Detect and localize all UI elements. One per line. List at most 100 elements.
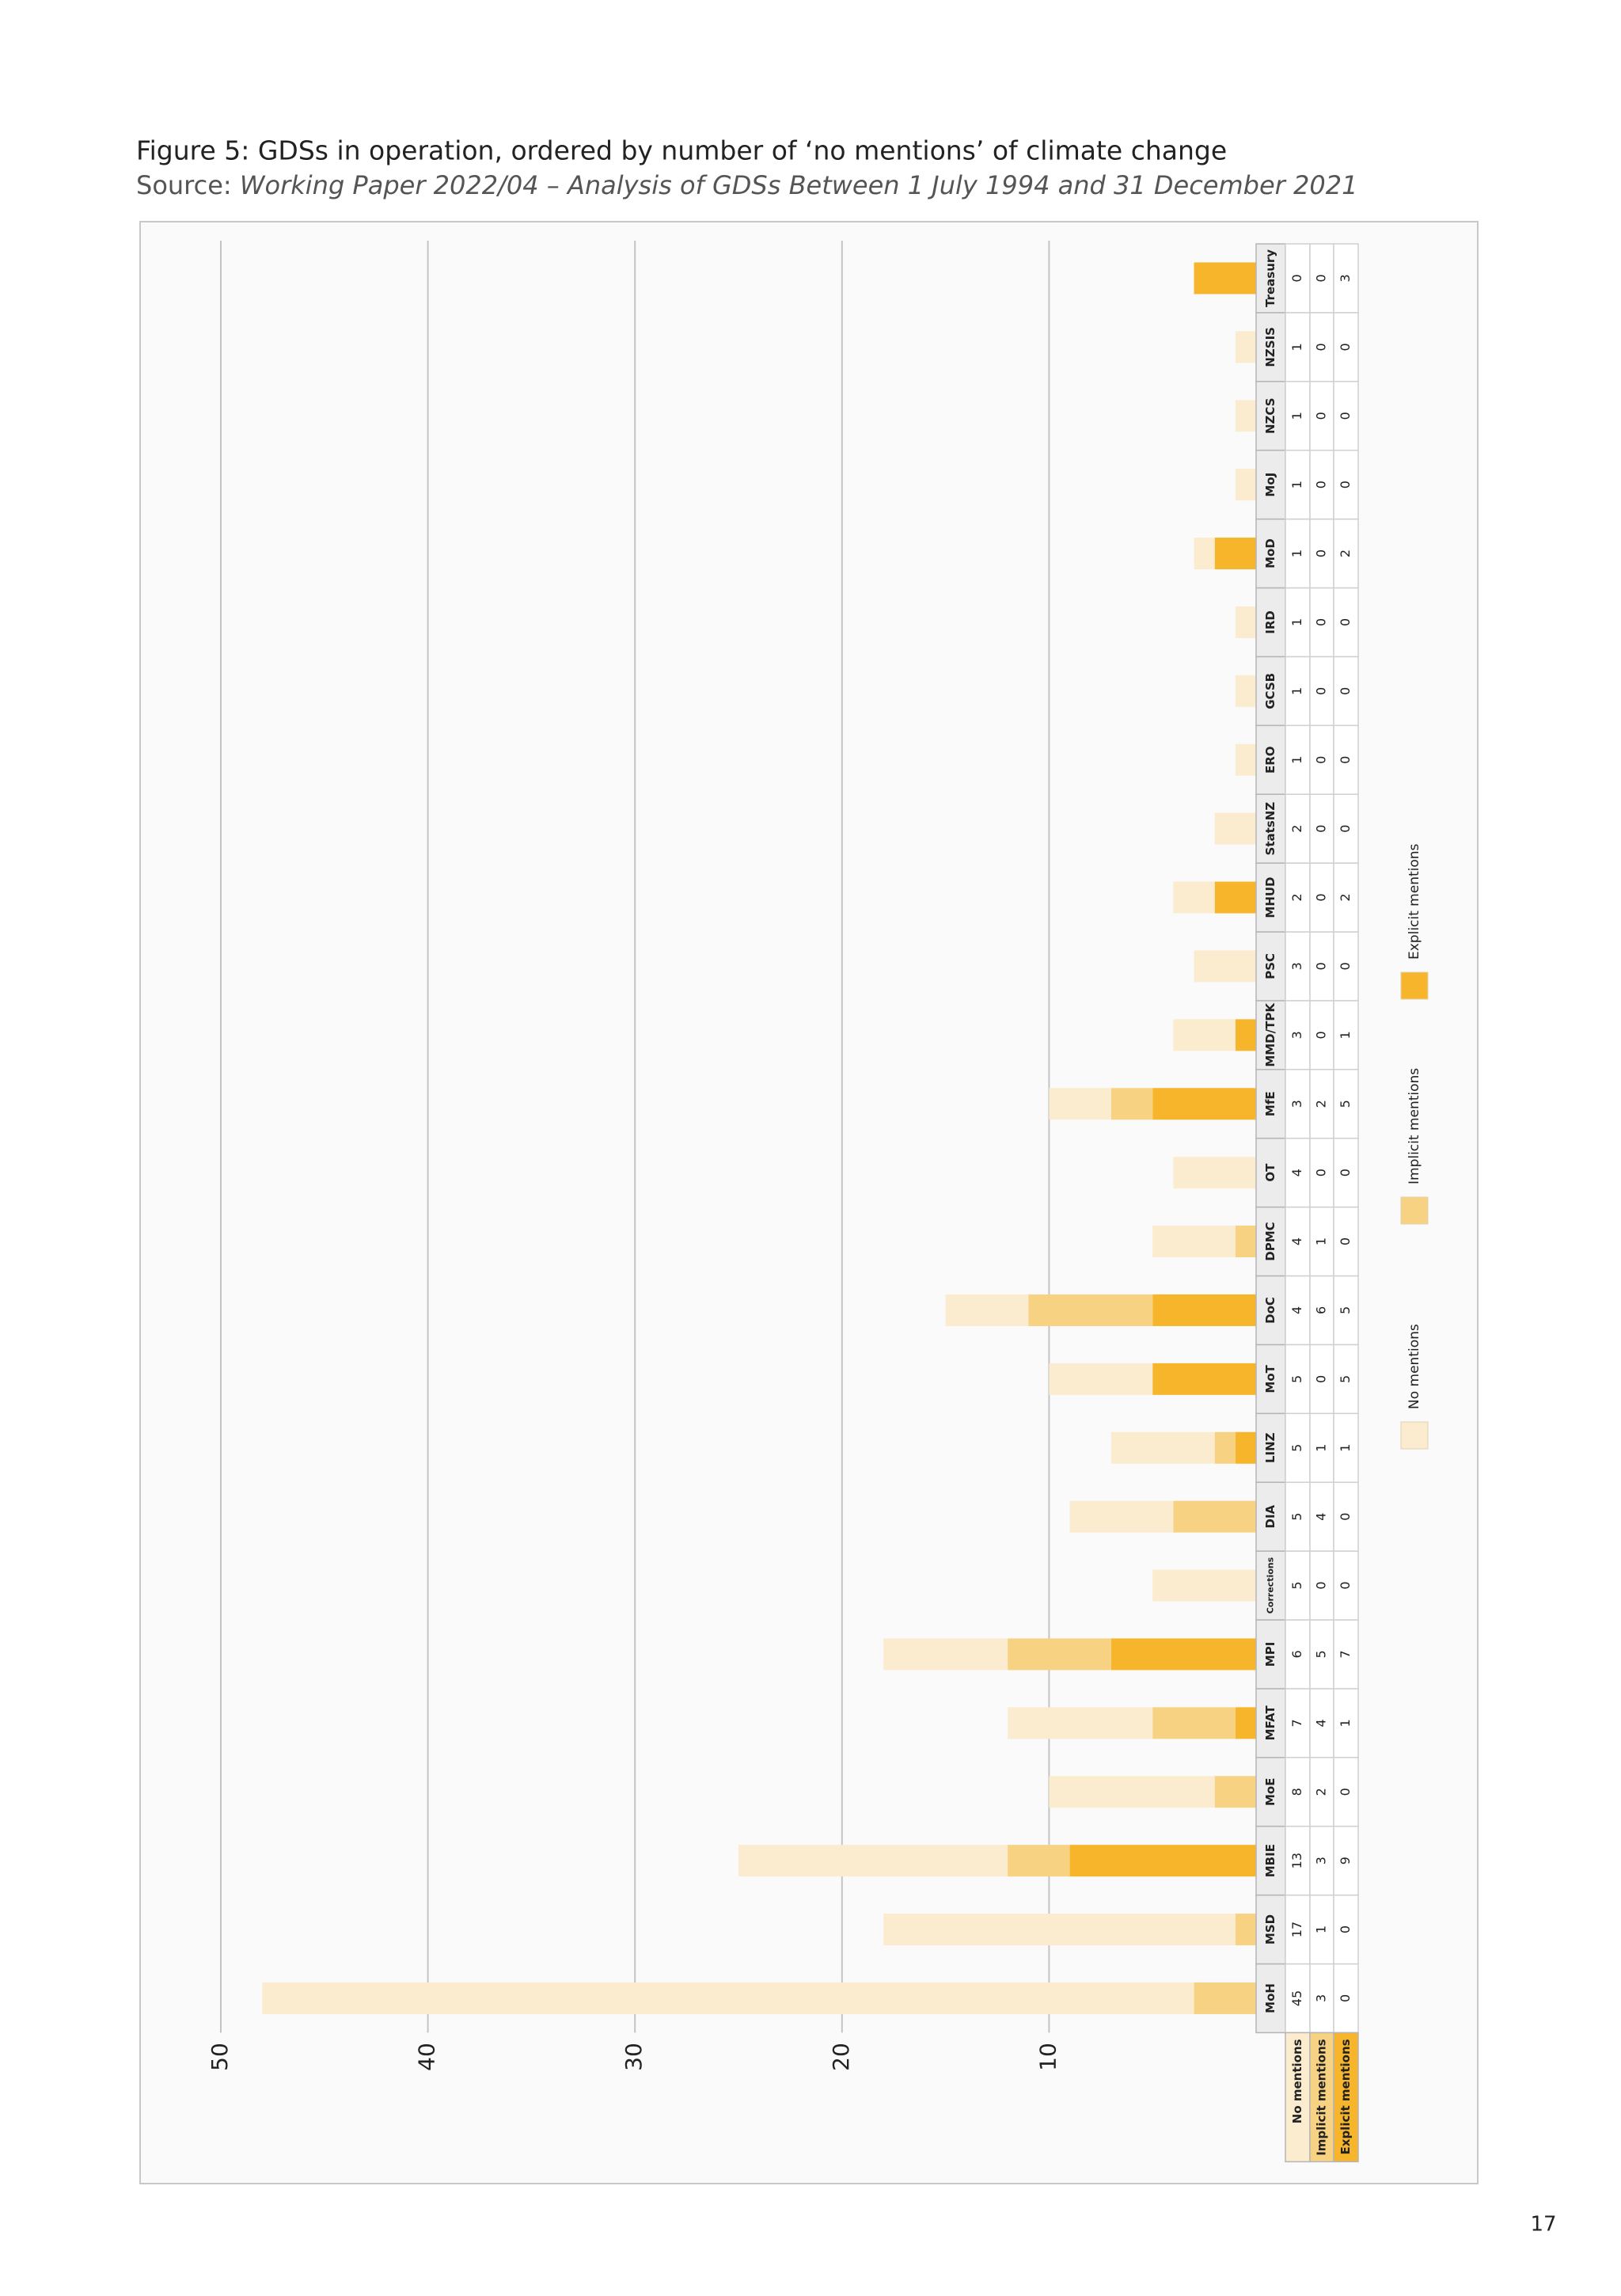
legend-swatch <box>1400 1421 1429 1450</box>
bar-segment <box>1235 331 1256 363</box>
table-value: 7 <box>1289 1719 1304 1727</box>
table-value: 0 <box>1338 756 1353 764</box>
bar-segment <box>1235 469 1256 501</box>
bar-segment <box>1235 1914 1256 1946</box>
table-cell <box>1333 1550 1359 1621</box>
bar-segment <box>1173 1157 1256 1189</box>
category-label: MoJ <box>1263 473 1277 497</box>
table-row-label: Implicit mentions <box>1315 2039 1329 2155</box>
table-value: 0 <box>1338 825 1353 833</box>
table-value: 5 <box>1338 1100 1353 1108</box>
category-label: MoT <box>1263 1364 1277 1393</box>
table-value: 0 <box>1314 343 1329 351</box>
table-cell <box>1255 793 1286 864</box>
table-row-label: No mentions <box>1290 2039 1304 2123</box>
category-label: MoD <box>1263 538 1277 568</box>
category-label: LINZ <box>1263 1432 1277 1463</box>
table-row-header <box>1309 2032 1334 2163</box>
category-label: DIA <box>1263 1504 1277 1528</box>
table-value: 0 <box>1314 1169 1329 1177</box>
table-cell <box>1309 1550 1334 1621</box>
table-value: 0 <box>1314 1375 1329 1383</box>
table-value: 0 <box>1338 1994 1353 2002</box>
figure-source: Source: Working Paper 2022/04 – Analysis… <box>136 170 1357 200</box>
table-value: 0 <box>1314 549 1329 557</box>
table-value: 0 <box>1338 343 1353 351</box>
table-row-header <box>1285 2032 1311 2163</box>
table-value: 0 <box>1338 412 1353 420</box>
table-cell <box>1333 931 1359 1002</box>
table-value: 4 <box>1289 1306 1304 1314</box>
table-cell <box>1285 1894 1311 1965</box>
legend-swatch <box>1400 1196 1429 1225</box>
table-value: 0 <box>1314 962 1329 970</box>
table-value: 0 <box>1338 481 1353 488</box>
bar-segment <box>1152 1294 1256 1326</box>
legend-label: No mentions <box>1407 1324 1422 1409</box>
source-title: Working Paper 2022/04 – Analysis of GDSs… <box>240 170 1358 200</box>
table-cell <box>1309 1619 1334 1690</box>
bar-segment <box>1235 743 1256 776</box>
table-cell <box>1333 793 1359 864</box>
bar-segment <box>1069 1845 1256 1877</box>
table-cell <box>1333 518 1359 589</box>
bar-segment <box>1008 1707 1153 1739</box>
table-cell <box>1333 1137 1359 1208</box>
category-label: IRD <box>1263 610 1277 634</box>
table-value: 0 <box>1338 687 1353 695</box>
table-value: 2 <box>1338 549 1353 557</box>
table-value: 2 <box>1338 893 1353 901</box>
table-value: 1 <box>1314 1925 1329 1933</box>
table-value: 4 <box>1314 1719 1329 1727</box>
table-value: 6 <box>1314 1306 1329 1314</box>
bar-segment <box>1235 1226 1256 1258</box>
table-value: 0 <box>1338 1513 1353 1521</box>
table-cell <box>1333 1412 1359 1483</box>
table-value: 13 <box>1289 1853 1304 1868</box>
table-cell <box>1309 1137 1334 1208</box>
bar-segment <box>1152 1569 1256 1602</box>
table-value: 2 <box>1314 1100 1329 1108</box>
category-label: MSD <box>1263 1914 1277 1944</box>
table-cell <box>1255 1412 1286 1483</box>
table-cell <box>1333 1275 1359 1346</box>
table-value: 4 <box>1289 1169 1304 1177</box>
table-cell <box>1285 724 1311 795</box>
bar-segment <box>1214 812 1256 845</box>
bar-segment <box>945 1294 1029 1326</box>
table-value: 0 <box>1338 1237 1353 1245</box>
category-label: OT <box>1263 1163 1277 1182</box>
source-label: Source: <box>136 170 232 200</box>
table-value: 1 <box>1314 1444 1329 1452</box>
table-value: 1 <box>1289 412 1304 420</box>
table-cell <box>1309 1963 1334 2034</box>
table-value: 1 <box>1338 1719 1353 1727</box>
table-cell <box>1309 1688 1334 1758</box>
bar-segment <box>1194 950 1256 983</box>
table-cell <box>1255 1275 1286 1346</box>
table-value: 5 <box>1338 1306 1353 1314</box>
table-value: 1 <box>1289 549 1304 557</box>
table-cell <box>1333 1481 1359 1552</box>
table-value: 4 <box>1314 1513 1329 1521</box>
table-cell <box>1309 312 1334 382</box>
table-cell <box>1255 312 1286 382</box>
table-value: 1 <box>1289 618 1304 626</box>
table-value: 5 <box>1289 1444 1304 1452</box>
table-value: 5 <box>1314 1650 1329 1658</box>
table-cell <box>1333 656 1359 727</box>
table-cell <box>1309 243 1334 314</box>
bar-segment <box>1008 1845 1070 1877</box>
table-value: 0 <box>1314 412 1329 420</box>
category-label: MHUD <box>1263 876 1277 918</box>
bar-segment <box>1049 1088 1111 1120</box>
table-value: 8 <box>1289 1788 1304 1796</box>
category-label: MfE <box>1263 1091 1277 1116</box>
table-cell <box>1309 931 1334 1002</box>
table-value: 0 <box>1314 825 1329 833</box>
table-value: 3 <box>1289 1031 1304 1039</box>
table-value: 2 <box>1314 1788 1329 1796</box>
table-cell <box>1285 1688 1311 1758</box>
bar-segment <box>1173 1500 1256 1533</box>
